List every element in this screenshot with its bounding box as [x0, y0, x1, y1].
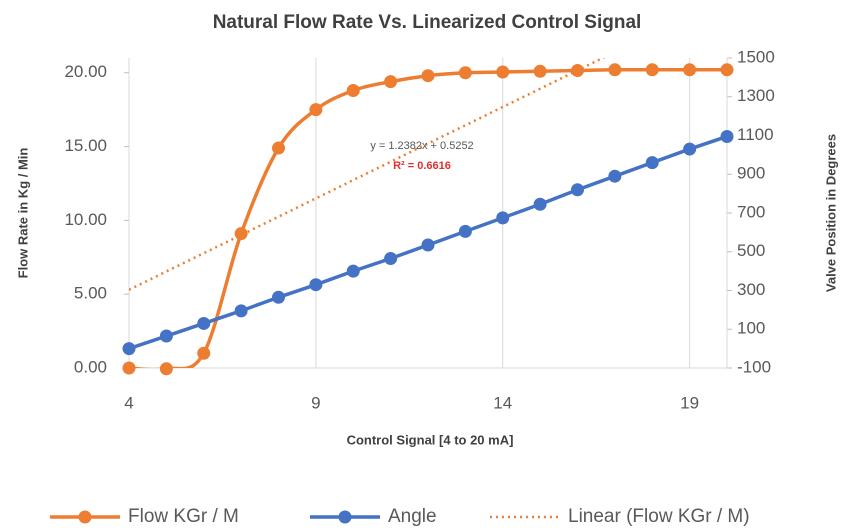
- y-axis-title: Flow Rate in Kg / Min: [15, 148, 30, 279]
- point-marker: [234, 227, 248, 241]
- y2-tick-label: 1300: [737, 86, 775, 105]
- point-marker: [645, 63, 659, 77]
- point-marker: [608, 169, 622, 183]
- y-tick-label: 0.00: [74, 357, 107, 376]
- y2-tick-label: 500: [737, 241, 765, 260]
- point-marker: [571, 183, 584, 197]
- point-marker: [384, 252, 398, 266]
- point-marker: [683, 142, 697, 156]
- point-marker: [346, 264, 360, 278]
- point-marker: [197, 316, 211, 330]
- legend-marker: [338, 510, 352, 524]
- point-marker: [384, 75, 398, 89]
- point-marker: [309, 278, 323, 292]
- point-marker: [421, 69, 435, 83]
- y-tick-label: 10.00: [64, 210, 107, 229]
- y2-tick-label: -100: [737, 357, 771, 376]
- annotation: R² = 0.6616: [393, 160, 451, 172]
- series-line: [129, 58, 606, 291]
- point-marker: [533, 197, 547, 211]
- x-tick-label: 4: [124, 393, 133, 412]
- point-marker: [159, 362, 173, 376]
- y-tick-label: 5.00: [74, 284, 107, 303]
- x-axis-title: Control Signal [4 to 20 mA]: [347, 432, 514, 447]
- legend-label: Linear (Flow KGr / M): [568, 506, 750, 527]
- point-marker: [720, 63, 734, 77]
- point-marker: [309, 103, 323, 117]
- point-marker: [421, 238, 435, 252]
- legend-label: Angle: [388, 506, 437, 527]
- chart-title: Natural Flow Rate Vs. Linearized Control…: [213, 12, 642, 33]
- legend-label: Flow KGr / M: [128, 506, 239, 527]
- point-marker: [197, 346, 211, 360]
- point-marker: [645, 156, 659, 170]
- x-tick-label: 9: [311, 393, 320, 412]
- point-marker: [533, 64, 547, 78]
- point-marker: [346, 83, 360, 97]
- point-marker: [122, 342, 136, 356]
- point-marker: [683, 63, 697, 77]
- y-tick-label: 20.00: [64, 62, 107, 81]
- point-marker: [122, 361, 136, 375]
- point-marker: [608, 63, 622, 77]
- y2-tick-label: 100: [737, 319, 765, 338]
- point-marker: [159, 329, 173, 343]
- y2-axis-title: Valve Position in Degrees: [823, 134, 838, 292]
- point-marker: [496, 65, 510, 79]
- point-marker: [458, 224, 472, 238]
- y-tick-label: 15.00: [64, 136, 107, 155]
- point-marker: [234, 304, 248, 318]
- y2-tick-label: 300: [737, 280, 765, 299]
- point-marker: [496, 211, 510, 225]
- y2-tick-label: 1500: [737, 47, 775, 66]
- x-tick-label: 19: [680, 393, 699, 412]
- y2-tick-label: 700: [737, 202, 765, 221]
- point-marker: [720, 129, 734, 143]
- annotation: y = 1.2382x + 0.5252: [370, 140, 473, 152]
- legend-marker: [78, 510, 92, 524]
- point-marker: [272, 290, 285, 304]
- point-marker: [571, 64, 584, 78]
- y2-tick-label: 900: [737, 164, 765, 183]
- y2-tick-label: 1100: [737, 125, 774, 144]
- point-marker: [272, 141, 285, 155]
- x-tick-label: 14: [493, 393, 512, 412]
- point-marker: [458, 66, 472, 80]
